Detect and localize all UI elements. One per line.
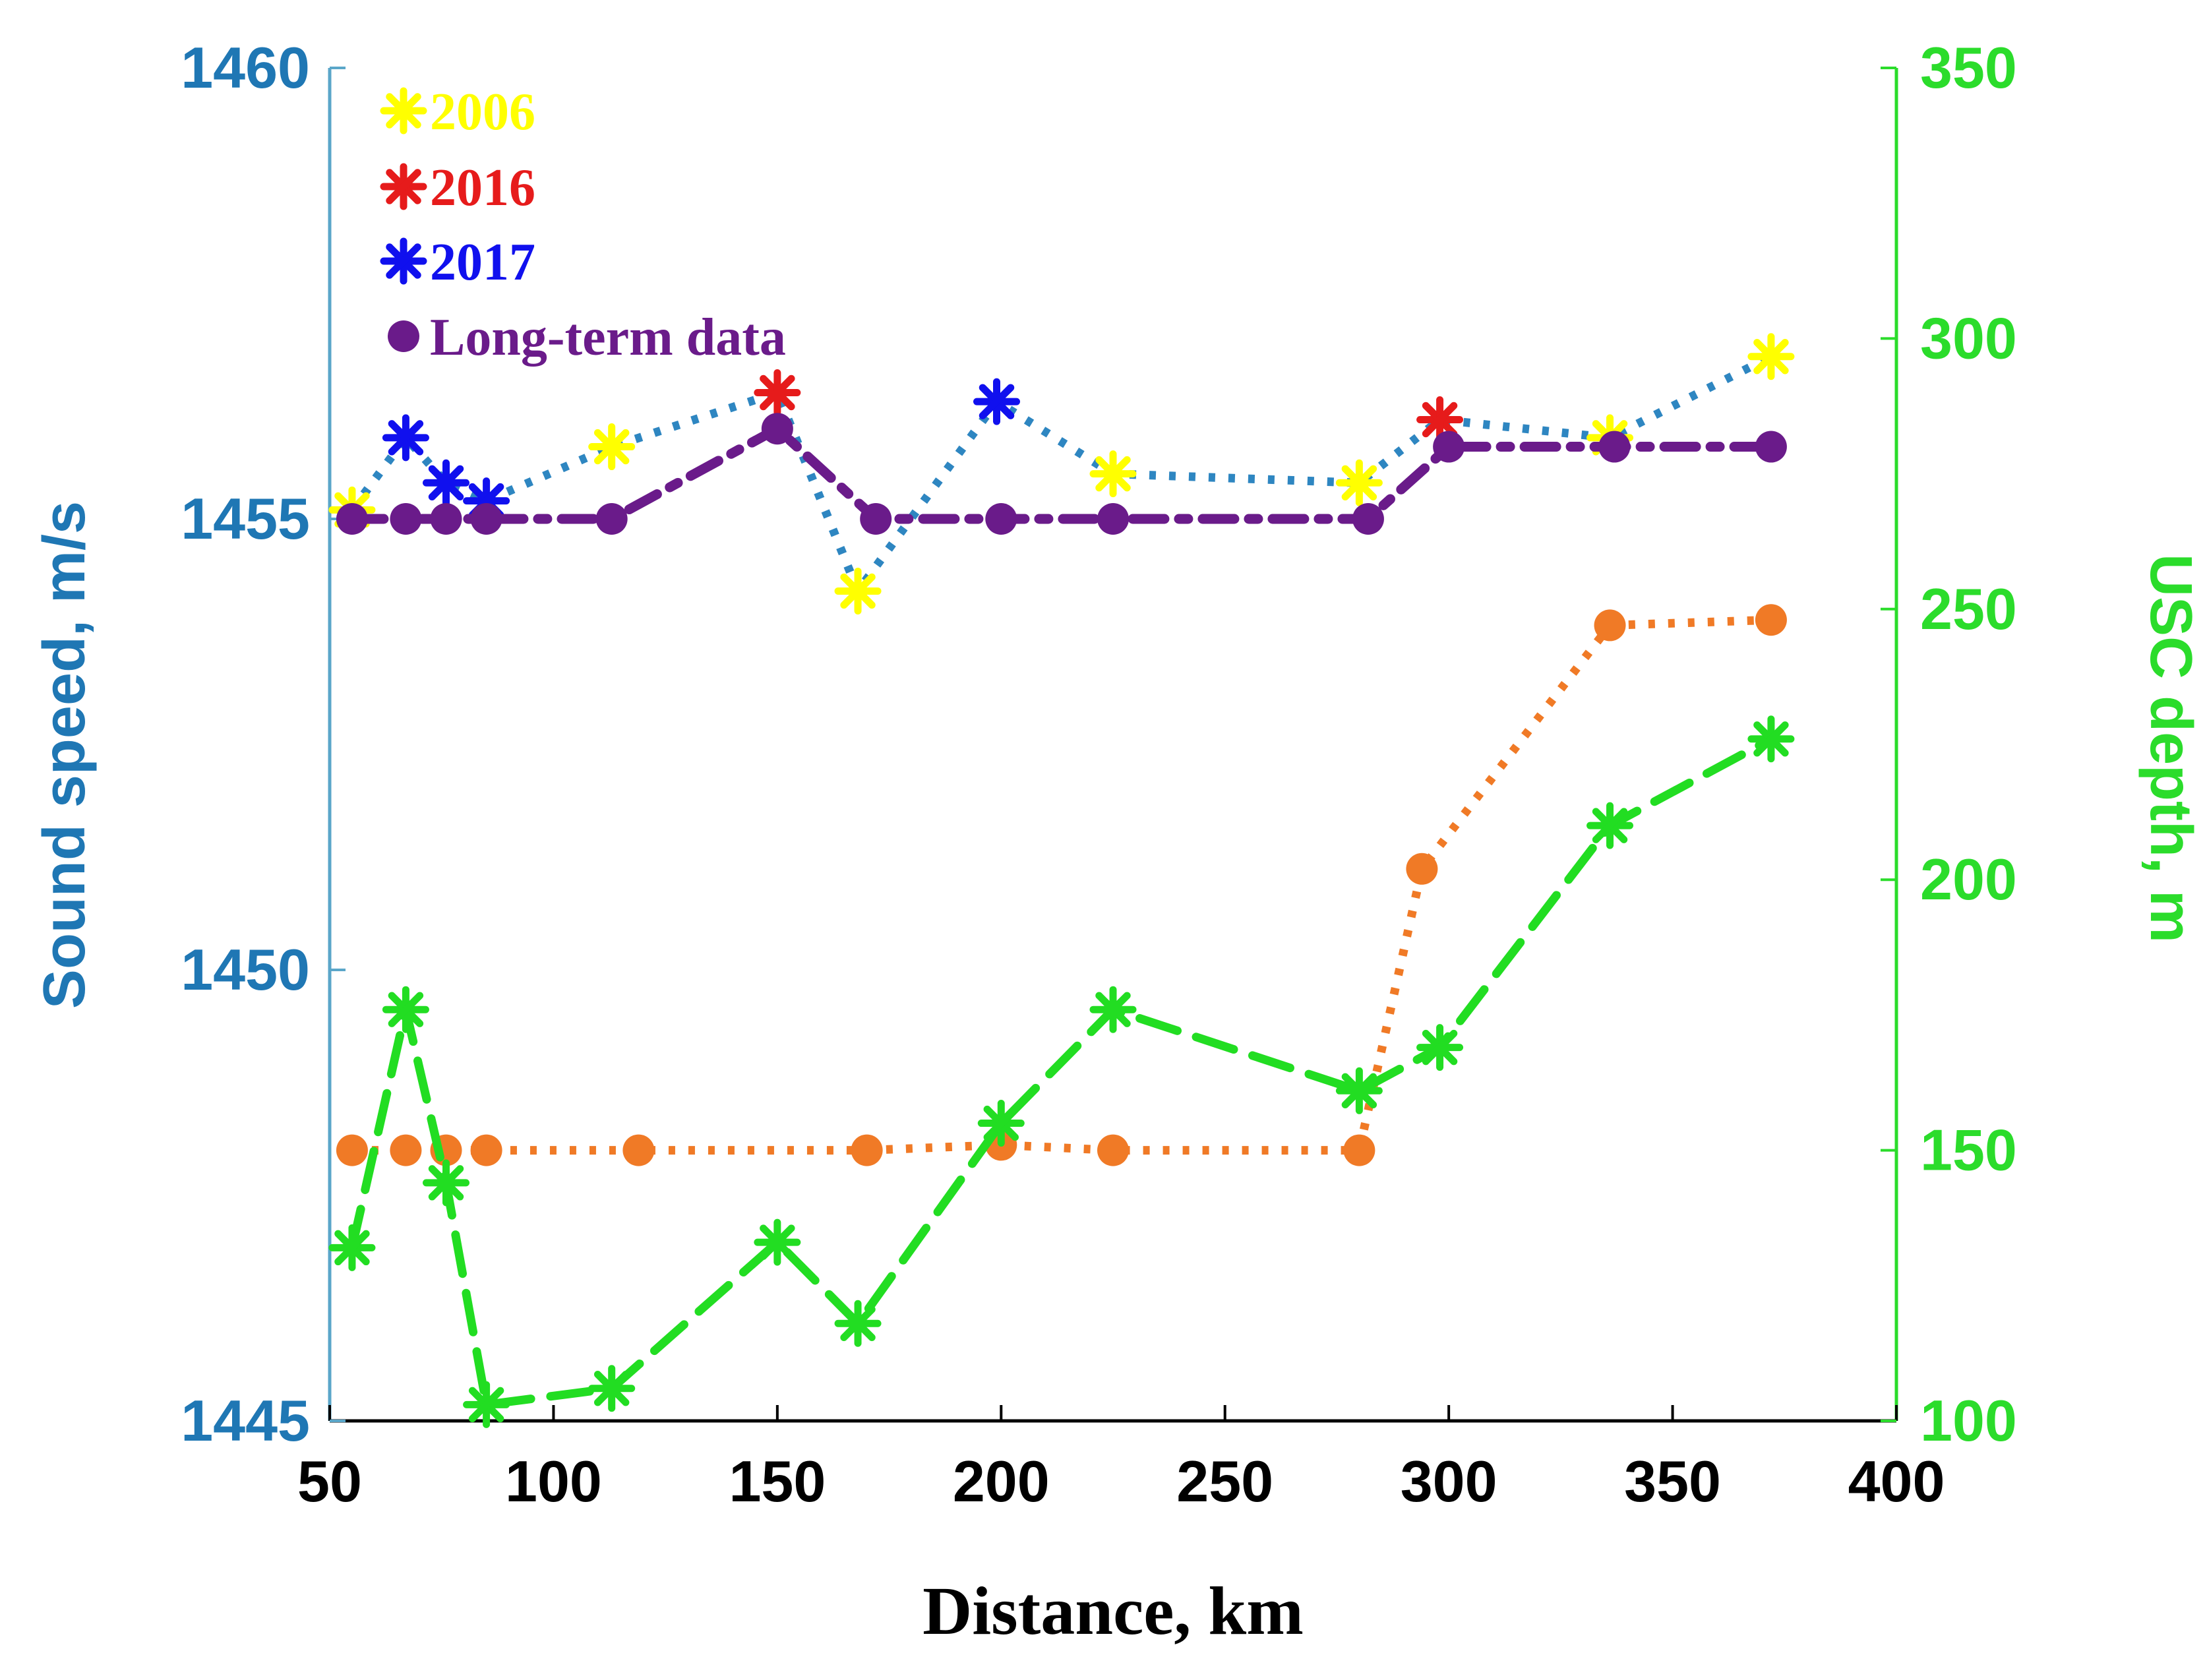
sound-speed-point-2016 (1416, 396, 1464, 444)
long-term-sound-speed-point (985, 503, 1017, 535)
x-tick-label: 350 (1624, 1449, 1721, 1514)
sound-speed-point-2017 (423, 459, 470, 506)
y-right-tick-label: 150 (1920, 1118, 2017, 1183)
long-term-usc-depth-point (1594, 609, 1626, 642)
observed-usc-depth-line (347, 735, 1776, 1409)
x-tick-label: 250 (1176, 1449, 1273, 1514)
y-right-tick-label: 300 (1920, 305, 2017, 371)
long-term-usc-depth-point (390, 1134, 422, 1166)
sound-speed-point-2017 (973, 378, 1020, 425)
long-term-sound-speed-point (1352, 503, 1384, 535)
y-right-tick-label: 350 (1920, 35, 2017, 100)
sound-speed-point-2006 (1335, 459, 1383, 506)
x-tick-label: 100 (505, 1449, 602, 1514)
sound-speed-point-2017 (382, 414, 429, 462)
long-term-sound-speed-point (470, 503, 502, 535)
sound-speed-point-2016 (754, 369, 801, 416)
legend-label: 2016 (430, 159, 535, 217)
legend-marker-long-term (388, 320, 419, 352)
long-term-sound-speed-point (595, 503, 628, 535)
y-axis-label-left: Sound speed, m/s (32, 501, 98, 1009)
long-term-usc-depth-line (351, 615, 1772, 1155)
sound-speed-point-2006 (834, 567, 882, 615)
long-term-usc-depth-point (1097, 1134, 1129, 1166)
axes: 50 100 150 200 250 300 350 400 1445 1450 1455 1460 1… (181, 35, 2017, 1514)
long-term-usc-depth-point (622, 1134, 655, 1166)
long-term-usc-depth-point (1343, 1134, 1375, 1166)
usc-depth-point (382, 986, 429, 1033)
usc-depth-point (423, 1159, 470, 1207)
x-tick-label: 50 (297, 1449, 362, 1514)
y-right-tick-label: 100 (1920, 1388, 2017, 1453)
long-term-usc-depth-point (470, 1134, 502, 1166)
usc-depth-point (328, 1224, 376, 1271)
usc-depth-point (588, 1365, 636, 1412)
usc-depth-point (1747, 715, 1795, 763)
long-term-usc-depth-point (1406, 853, 1438, 885)
y-left-tick-label: 1455 (181, 486, 310, 551)
legend-label: 2006 (430, 83, 535, 141)
long-term-sound-speed-point (1598, 431, 1631, 463)
plot-area (328, 333, 1795, 1428)
legend: 2006 2016 2017 Long-term data (380, 83, 786, 367)
usc-depth-point (977, 1100, 1025, 1147)
long-term-sound-speed-point (430, 503, 462, 535)
sound-speed-point-2006 (588, 423, 636, 471)
usc-depth-point (1089, 986, 1137, 1033)
usc-depth-point (1586, 802, 1634, 849)
legend-marker-2006 (380, 87, 427, 135)
usc-depth-point (754, 1218, 801, 1266)
long-term-sound-speed-point (1755, 431, 1787, 463)
sound-speed-point-2006 (1747, 333, 1795, 380)
long-term-sound-speed-point (761, 413, 793, 445)
x-tick-label: 300 (1401, 1449, 1497, 1514)
usc-depth-point (1416, 1024, 1464, 1071)
y-left-tick-label: 1460 (181, 35, 310, 100)
x-tick-label: 400 (1848, 1449, 1945, 1514)
long-term-sound-speed-point (336, 503, 368, 535)
usc-depth-point (463, 1381, 510, 1428)
observed-sound-speed-line (348, 352, 1773, 595)
long-term-sound-speed-point (860, 503, 892, 535)
legend-label: Long-term data (430, 309, 786, 367)
sound-speed-point-2006 (1089, 450, 1137, 498)
usc-depth-point (1335, 1067, 1383, 1114)
legend-label: 2017 (430, 233, 535, 291)
y-left-tick-label: 1450 (181, 937, 310, 1002)
long-term-usc-depth-point (336, 1134, 368, 1166)
y-left-tick-label: 1445 (181, 1388, 310, 1453)
x-axis-label: Distance, km (922, 1573, 1304, 1649)
legend-marker-2016 (380, 163, 427, 210)
long-term-usc-depth-point (851, 1134, 883, 1166)
y-right-tick-label: 200 (1920, 847, 2017, 912)
usc-depth-point (834, 1300, 882, 1347)
x-tick-label: 150 (729, 1449, 826, 1514)
long-term-usc-depth-point (1755, 604, 1787, 636)
long-term-sound-speed-point (1433, 431, 1465, 463)
y-right-tick-label: 250 (1920, 576, 2017, 642)
x-tick-label: 200 (953, 1449, 1050, 1514)
y-axis-label-right: USC depth, m (2138, 554, 2204, 943)
legend-marker-2017 (380, 237, 427, 285)
long-term-sound-speed-point (390, 503, 422, 535)
long-term-sound-speed-point (1097, 503, 1129, 535)
